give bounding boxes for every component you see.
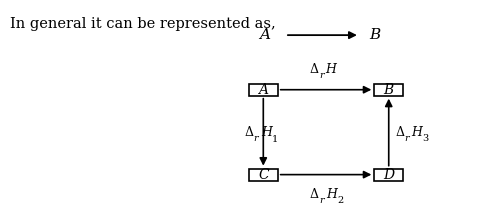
Text: Δ: Δ [309,63,319,76]
Text: In general it can be represented as,: In general it can be represented as, [10,17,276,31]
FancyBboxPatch shape [249,84,278,96]
Text: A: A [258,83,268,97]
Text: H: H [325,63,336,76]
Text: r: r [319,196,324,205]
Text: B: B [384,83,394,97]
Text: r: r [254,134,258,143]
Text: H: H [261,126,272,139]
Text: r: r [319,71,324,80]
Text: Δ: Δ [395,126,405,139]
Text: C: C [258,168,268,182]
Text: H: H [411,126,422,139]
Text: 2: 2 [337,196,344,205]
Text: Δ: Δ [244,126,253,139]
Text: 3: 3 [422,134,428,143]
FancyBboxPatch shape [374,84,403,96]
Text: Δ: Δ [309,188,319,201]
Text: r: r [405,134,409,143]
Text: A: A [260,28,270,42]
Text: 1: 1 [272,135,279,144]
Text: B: B [369,28,381,42]
FancyBboxPatch shape [249,168,278,181]
Text: H: H [326,188,337,201]
FancyBboxPatch shape [374,168,403,181]
Text: D: D [383,168,394,182]
